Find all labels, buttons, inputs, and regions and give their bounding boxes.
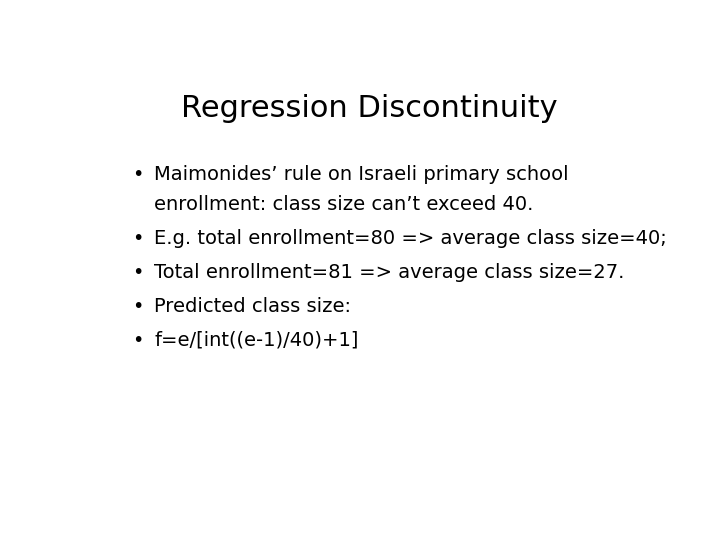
Text: Maimonides’ rule on Israeli primary school: Maimonides’ rule on Israeli primary scho… xyxy=(154,165,569,184)
Text: •: • xyxy=(132,297,143,316)
Text: Total enrollment=81 => average class size=27.: Total enrollment=81 => average class siz… xyxy=(154,263,624,282)
Text: •: • xyxy=(132,331,143,350)
Text: •: • xyxy=(132,165,143,184)
Text: •: • xyxy=(132,228,143,248)
Text: •: • xyxy=(132,263,143,282)
Text: Regression Discontinuity: Regression Discontinuity xyxy=(181,94,557,123)
Text: f=e/[int((e-1)/40)+1]: f=e/[int((e-1)/40)+1] xyxy=(154,331,359,350)
Text: Predicted class size:: Predicted class size: xyxy=(154,297,351,316)
Text: enrollment: class size can’t exceed 40.: enrollment: class size can’t exceed 40. xyxy=(154,194,534,213)
Text: E.g. total enrollment=80 => average class size=40;: E.g. total enrollment=80 => average clas… xyxy=(154,228,667,248)
